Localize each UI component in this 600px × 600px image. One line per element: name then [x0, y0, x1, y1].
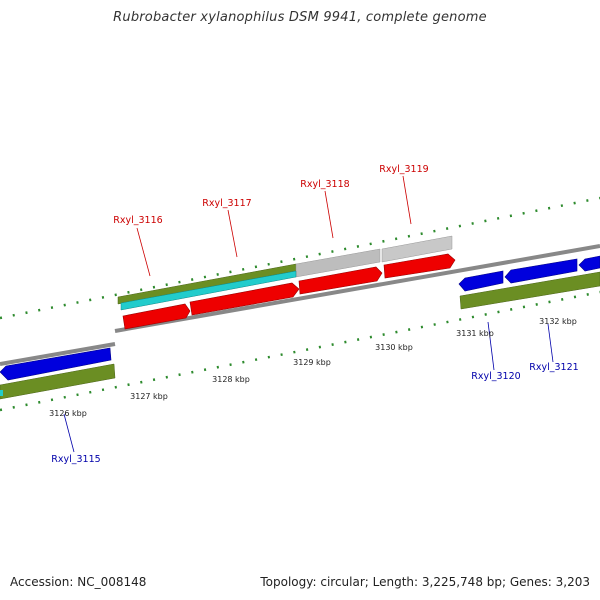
leader-rxyl-3120: [487, 321, 495, 371]
tick-label-3127: 3127 kbp: [130, 392, 168, 401]
cyan-track-middle: [120, 270, 297, 311]
backbone-middle: [114, 244, 600, 333]
leader-rxyl-3118: [324, 190, 334, 239]
tick-label-3129: 3129 kbp: [293, 358, 331, 367]
backbone-left: [0, 342, 116, 366]
tick-label-3128: 3128 kbp: [212, 375, 250, 384]
leader-rxyl-3115: [63, 413, 75, 453]
tick-label-3132: 3132 kbp: [539, 317, 577, 326]
forward-gene-rxyl-3117[interactable]: [189, 282, 300, 316]
forward-gene-rxyl-3119[interactable]: [383, 253, 456, 279]
accession-text: Accession: NC_008148: [10, 575, 147, 589]
reverse-gene-rxyl-3120[interactable]: [458, 270, 504, 292]
olive-track-left: [0, 363, 116, 400]
gene-label-rxyl-3121[interactable]: Rxyl_3121: [529, 362, 578, 373]
leader-rxyl-3121: [547, 323, 554, 363]
forward-gene-rxyl-3116[interactable]: [122, 303, 191, 330]
tick-label-3131: 3131 kbp: [456, 329, 494, 338]
gene-label-rxyl-3115[interactable]: Rxyl_3115: [51, 454, 100, 465]
tick-label-3130: 3130 kbp: [375, 343, 413, 352]
reverse-gene-rxyl-3115[interactable]: [0, 347, 112, 381]
leader-rxyl-3119: [402, 175, 412, 225]
leader-rxyl-3116: [136, 227, 151, 277]
cyan-fragment-left: [0, 390, 3, 396]
reverse-gene-rxyl-3121[interactable]: [504, 258, 578, 284]
forward-gene-rxyl-3118[interactable]: [298, 266, 383, 295]
tick-label-3126: 3126 kbp: [49, 409, 87, 418]
inner-tick-ring: [0, 290, 600, 412]
reverse-gene-right-edge[interactable]: [578, 255, 600, 272]
leader-rxyl-3117: [227, 209, 238, 258]
olive-track-right: [459, 271, 600, 310]
genome-summary-text: Topology: circular; Length: 3,225,748 bp…: [260, 575, 590, 589]
gray-track-3119: [381, 235, 453, 263]
map-title: Rubrobacter xylanophilus DSM 9941, compl…: [113, 10, 487, 25]
gene-label-rxyl-3117[interactable]: Rxyl_3117: [202, 198, 251, 209]
gene-label-rxyl-3118[interactable]: Rxyl_3118: [300, 179, 349, 190]
gene-label-rxyl-3120[interactable]: Rxyl_3120: [471, 371, 520, 382]
gene-label-rxyl-3116[interactable]: Rxyl_3116: [113, 215, 162, 226]
gene-label-rxyl-3119[interactable]: Rxyl_3119: [379, 164, 428, 175]
